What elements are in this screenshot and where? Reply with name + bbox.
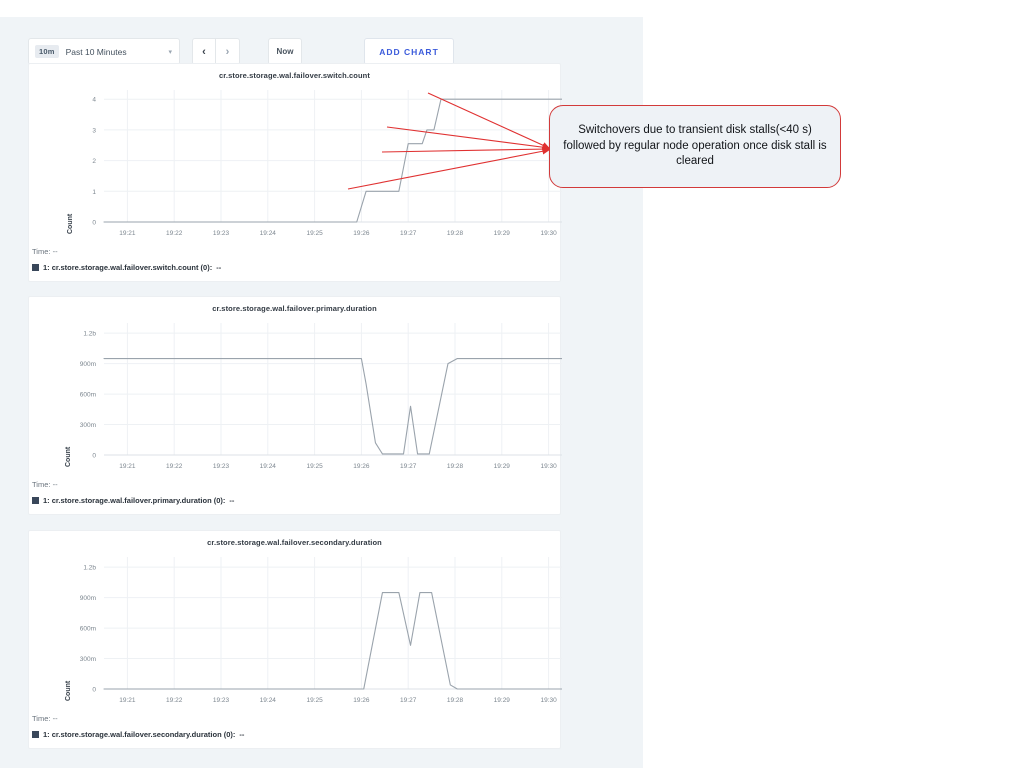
svg-text:0: 0 (92, 453, 96, 460)
svg-text:4: 4 (92, 97, 96, 104)
chart-card: cr.store.storage.wal.failover.secondary.… (28, 530, 562, 749)
svg-text:19:24: 19:24 (260, 463, 277, 470)
svg-text:1.2b: 1.2b (83, 331, 96, 338)
svg-text:2: 2 (92, 158, 96, 165)
svg-text:19:22: 19:22 (166, 697, 183, 704)
svg-text:3: 3 (92, 127, 96, 134)
svg-text:19:24: 19:24 (260, 230, 277, 237)
next-range-button[interactable]: › (216, 38, 240, 65)
svg-text:19:30: 19:30 (540, 697, 557, 704)
svg-text:19:28: 19:28 (447, 697, 464, 704)
chart-plot[interactable]: 19:21 19:22 19:23 19:24 19:25 19:26 19:27 19:28… (29, 549, 562, 709)
svg-text:300m: 300m (80, 656, 96, 663)
time-value: -- (52, 247, 58, 256)
svg-text:19:27: 19:27 (400, 697, 417, 704)
annotation-text: Switchovers due to transient disk stalls… (563, 123, 827, 168)
legend-value: -- (216, 263, 222, 272)
legend-label: 1: cr.store.storage.wal.failover.primary… (43, 496, 226, 505)
time-label: Time: (32, 480, 51, 489)
svg-text:19:24: 19:24 (260, 697, 277, 704)
svg-text:19:21: 19:21 (119, 230, 136, 237)
chevron-down-icon: ▾ (168, 48, 172, 56)
legend-value: -- (229, 496, 235, 505)
annotation-callout: Switchovers due to transient disk stalls… (549, 105, 841, 188)
svg-text:900m: 900m (80, 361, 96, 368)
now-button[interactable]: Now (268, 38, 302, 65)
svg-text:19:29: 19:29 (494, 463, 511, 470)
svg-text:19:29: 19:29 (494, 697, 511, 704)
svg-text:19:23: 19:23 (213, 230, 230, 237)
svg-text:19:27: 19:27 (400, 463, 417, 470)
svg-text:19:22: 19:22 (166, 230, 183, 237)
chart-card: cr.store.storage.wal.failover.primary.du… (28, 296, 562, 515)
chart-time-readout: Time: -- (32, 714, 58, 723)
time-label: Time: (32, 247, 51, 256)
time-range-badge: 10m (35, 45, 59, 58)
svg-text:19:26: 19:26 (353, 463, 370, 470)
svg-text:19:29: 19:29 (494, 230, 511, 237)
chart-legend[interactable]: 1: cr.store.storage.wal.failover.seconda… (32, 730, 244, 739)
chart-plot[interactable]: 19:21 19:22 19:23 19:24 19:25 19:26 19:27 19:28… (29, 82, 562, 242)
svg-text:600m: 600m (80, 392, 96, 399)
time-value: -- (52, 480, 58, 489)
svg-text:19:23: 19:23 (213, 697, 230, 704)
toolbar: 10m Past 10 Minutes ▾ ‹ › Now ADD CHART (28, 38, 608, 65)
time-range-label: Past 10 Minutes (65, 46, 127, 57)
legend-swatch-icon (32, 497, 39, 504)
svg-text:600m: 600m (80, 626, 96, 633)
svg-text:19:25: 19:25 (306, 230, 323, 237)
legend-label: 1: cr.store.storage.wal.failover.seconda… (43, 730, 236, 739)
svg-text:1: 1 (92, 189, 96, 196)
svg-text:19:21: 19:21 (119, 697, 136, 704)
svg-text:0: 0 (92, 687, 96, 694)
time-range-select[interactable]: 10m Past 10 Minutes ▾ (28, 38, 180, 65)
time-label: Time: (32, 714, 51, 723)
svg-text:19:30: 19:30 (540, 230, 557, 237)
time-nav-group: ‹ › (192, 38, 240, 65)
chart-title: cr.store.storage.wal.failover.switch.cou… (219, 71, 370, 80)
svg-text:19:23: 19:23 (213, 463, 230, 470)
svg-text:19:25: 19:25 (306, 697, 323, 704)
svg-text:19:30: 19:30 (540, 463, 557, 470)
previous-range-button[interactable]: ‹ (192, 38, 216, 65)
svg-text:300m: 300m (80, 422, 96, 429)
legend-swatch-icon (32, 264, 39, 271)
chart-legend[interactable]: 1: cr.store.storage.wal.failover.primary… (32, 496, 234, 505)
svg-text:1.2b: 1.2b (83, 565, 96, 572)
chart-time-readout: Time: -- (32, 480, 58, 489)
svg-text:0: 0 (92, 220, 96, 227)
legend-label: 1: cr.store.storage.wal.failover.switch.… (43, 263, 213, 272)
chart-title: cr.store.storage.wal.failover.secondary.… (207, 538, 382, 547)
svg-text:19:27: 19:27 (400, 230, 417, 237)
svg-text:19:28: 19:28 (447, 463, 464, 470)
svg-text:900m: 900m (80, 595, 96, 602)
chart-card: cr.store.storage.wal.failover.switch.cou… (28, 63, 562, 282)
svg-text:19:25: 19:25 (306, 463, 323, 470)
svg-text:19:26: 19:26 (353, 230, 370, 237)
svg-text:19:22: 19:22 (166, 463, 183, 470)
chart-title: cr.store.storage.wal.failover.primary.du… (212, 304, 377, 313)
svg-text:19:26: 19:26 (353, 697, 370, 704)
chart-plot[interactable]: 19:21 19:22 19:23 19:24 19:25 19:26 19:27 19:28… (29, 315, 562, 475)
legend-swatch-icon (32, 731, 39, 738)
chart-legend[interactable]: 1: cr.store.storage.wal.failover.switch.… (32, 263, 221, 272)
add-chart-button[interactable]: ADD CHART (364, 38, 454, 65)
time-value: -- (52, 714, 58, 723)
svg-text:19:28: 19:28 (447, 230, 464, 237)
svg-text:19:21: 19:21 (119, 463, 136, 470)
legend-value: -- (239, 730, 245, 739)
chart-time-readout: Time: -- (32, 247, 58, 256)
